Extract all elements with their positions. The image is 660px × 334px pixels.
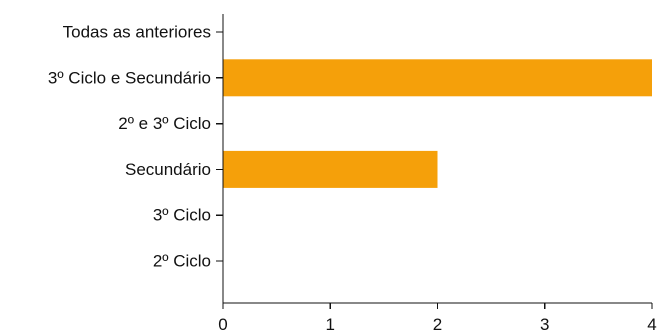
category-label: Todas as anteriores [63,23,211,42]
category-label: 3º Ciclo [153,206,211,225]
x-tick-label: 1 [326,315,335,334]
x-tick-labels: 0 1 2 3 4 [218,315,656,334]
category-label: 2º Ciclo [153,252,211,271]
bar-1 [223,59,652,97]
x-tick-label: 0 [218,315,227,334]
x-tick-marks [222,303,653,309]
category-label: Secundário [125,160,211,179]
x-tick-label: 4 [647,315,656,334]
y-tick-marks [216,31,223,262]
category-label: 3º Ciclo e Secundário [48,68,211,87]
x-tick-label: 3 [540,315,549,334]
x-tick-label: 2 [433,315,442,334]
category-labels: Todas as anteriores 3º Ciclo e Secundário… [48,23,211,271]
category-label: 2º e 3º Ciclo [118,114,211,133]
bars-group [223,59,652,188]
bar-3 [223,150,438,188]
